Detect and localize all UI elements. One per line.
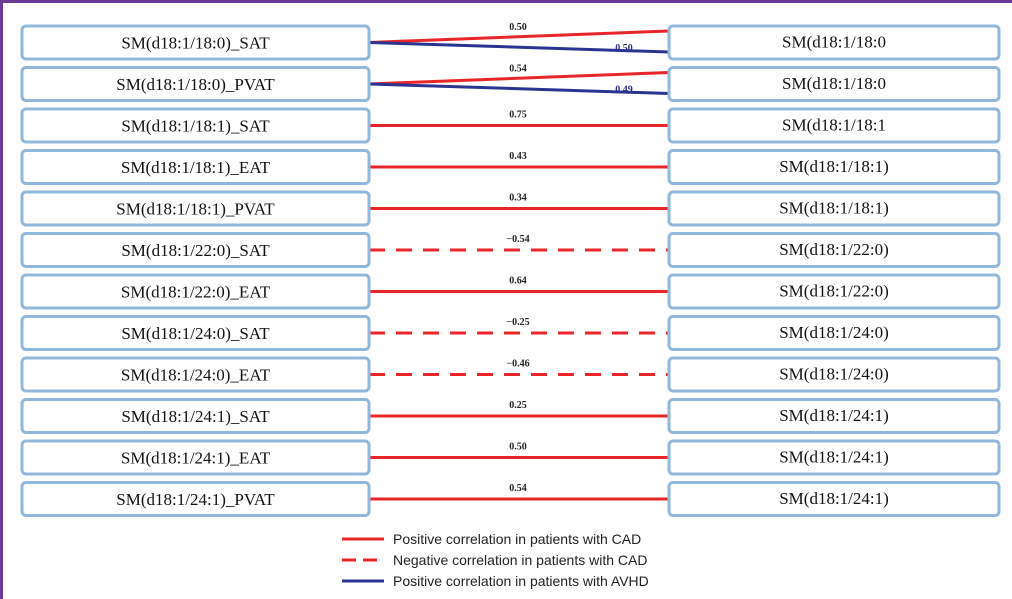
left-box-label: SM(d18:1/24:1)_PVAT: [116, 490, 275, 509]
left-box: [20, 481, 371, 517]
right-box-label: SM(d18:1/22:0): [779, 282, 889, 301]
left-box: [20, 66, 371, 102]
cad-correlation-value: 0.54: [509, 64, 527, 75]
left-box: [20, 315, 371, 351]
right-box-label: SM(d18:1/24:0): [779, 365, 889, 384]
right-box: [667, 398, 1001, 434]
cad-positive-link: [368, 71, 670, 86]
right-box-label: SM(d18:1/24:0): [779, 323, 889, 342]
correlation-links: [368, 29, 670, 501]
left-box: [20, 24, 371, 61]
right-box: [667, 356, 1001, 393]
right-box-label: SM(d18:1/18:1: [782, 116, 886, 135]
left-box: [20, 273, 371, 310]
right-box-label: SM(d18:1/18:0: [782, 33, 886, 52]
cad-correlation-value: 0.34: [509, 193, 527, 204]
left-box: [20, 398, 371, 434]
left-box-label: SM(d18:1/18:0)_SAT: [121, 34, 270, 53]
cad-correlation-value: −0.46: [506, 359, 529, 370]
left-box-label: SM(d18:1/24:0)_EAT: [121, 366, 271, 385]
left-box: [20, 356, 371, 393]
right-box-label: SM(d18:1/22:0): [779, 240, 889, 259]
left-box-label: SM(d18:1/24:1)_EAT: [121, 449, 271, 468]
left-box-label: SM(d18:1/18:0)_PVAT: [116, 75, 275, 94]
left-box-label: SM(d18:1/18:1)_EAT: [121, 158, 271, 177]
correlation-values: 0.50 0.50 0.54 0.49 0.75 0.43 0.34 −0.54 0.64 −0.…: [506, 22, 632, 494]
left-box-label: SM(d18:1/24:1)_SAT: [121, 407, 270, 426]
avhd-correlation-value: 0.50: [615, 43, 633, 54]
left-box: [20, 149, 371, 185]
right-box: [667, 66, 1001, 102]
right-box: [667, 149, 1001, 185]
cad-correlation-value: 0.54: [509, 483, 527, 494]
legend: Positive correlation in patients with CA…: [342, 531, 649, 589]
cad-correlation-value: 0.50: [509, 22, 527, 33]
avhd-positive-link: [368, 82, 670, 95]
cad-correlation-value: 0.50: [509, 442, 527, 453]
left-box-label: SM(d18:1/18:1)_SAT: [121, 117, 270, 136]
left-box-label: SM(d18:1/24:0)_SAT: [121, 324, 270, 343]
right-box-label: SM(d18:1/18:0: [782, 74, 886, 93]
avhd-positive-link: [368, 41, 670, 54]
cad-correlation-value: 0.75: [509, 110, 527, 121]
cad-correlation-value: 0.43: [509, 151, 527, 162]
cad-correlation-value: 0.64: [509, 276, 527, 287]
avhd-correlation-value: 0.49: [615, 85, 633, 96]
lipid-boxes: SM(d18:1/18:0)_SAT SM(d18:1/18:0 SM(d18:1/…: [20, 24, 1001, 517]
legend-label: Positive correlation in patients with CA…: [393, 531, 641, 547]
cad-correlation-value: −0.25: [506, 317, 529, 328]
right-box-label: SM(d18:1/24:1): [779, 406, 889, 425]
legend-label: Positive correlation in patients with AV…: [393, 573, 649, 589]
right-box-label: SM(d18:1/24:1): [779, 489, 889, 508]
right-box: [667, 481, 1001, 517]
legend-label: Negative correlation in patients with CA…: [393, 552, 647, 568]
right-box-label: SM(d18:1/18:1): [779, 157, 889, 176]
right-box-label: SM(d18:1/24:1): [779, 448, 889, 467]
left-box: [20, 232, 371, 268]
left-box-label: SM(d18:1/22:0)_EAT: [121, 283, 271, 302]
right-box: [667, 190, 1001, 227]
left-box-label: SM(d18:1/22:0)_SAT: [121, 241, 270, 260]
left-box: [20, 107, 371, 144]
right-box-label: SM(d18:1/18:1): [779, 199, 889, 218]
right-box: [667, 232, 1001, 268]
left-box: [20, 190, 371, 227]
left-box-label: SM(d18:1/18:1)_PVAT: [116, 200, 275, 219]
right-box: [667, 315, 1001, 351]
right-box: [667, 107, 1001, 144]
cad-correlation-value: −0.54: [506, 234, 529, 245]
right-box: [667, 273, 1001, 310]
right-box: [667, 439, 1001, 476]
right-box: [667, 24, 1001, 61]
cad-positive-link: [368, 29, 670, 44]
cad-correlation-value: 0.25: [509, 400, 527, 411]
left-box: [20, 439, 371, 476]
